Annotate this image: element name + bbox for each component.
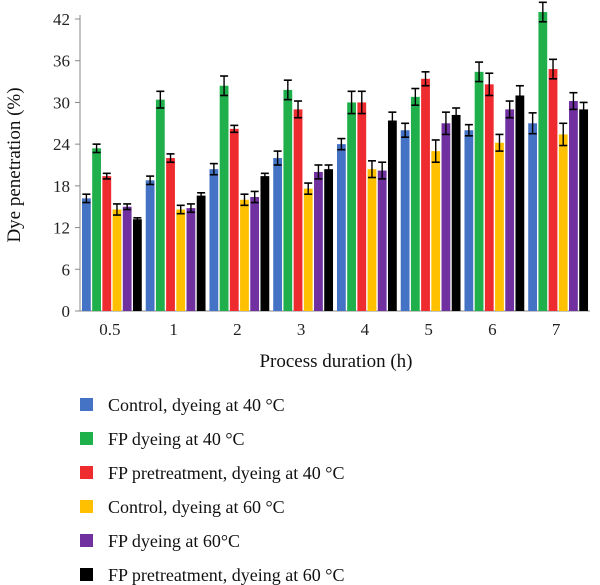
legend-swatch <box>80 466 93 479</box>
bar <box>579 109 589 311</box>
bar <box>132 219 142 311</box>
bar <box>548 69 558 311</box>
bar <box>81 198 91 311</box>
x-axis-title: Process duration (h) <box>259 351 412 372</box>
bar <box>314 171 323 311</box>
legend-swatch <box>80 432 93 445</box>
bar <box>250 196 260 311</box>
x-tick-label: 5 <box>424 320 433 339</box>
bar <box>196 195 206 311</box>
bar <box>558 134 568 311</box>
bar <box>484 84 494 311</box>
bar <box>145 180 155 311</box>
bar <box>421 78 430 312</box>
legend-swatch <box>80 398 93 411</box>
bar <box>400 130 410 311</box>
bar <box>528 123 538 312</box>
bar <box>515 95 525 311</box>
bar <box>367 169 377 311</box>
bar <box>474 71 484 311</box>
bar <box>347 102 356 311</box>
bar <box>155 99 165 312</box>
y-tick-label: 0 <box>62 302 71 321</box>
x-tick-label: 6 <box>488 320 497 339</box>
bar <box>112 209 122 311</box>
bar <box>357 102 367 311</box>
x-tick-label: 4 <box>361 320 370 339</box>
bar <box>240 199 249 311</box>
bar <box>122 206 132 311</box>
y-tick-label: 30 <box>53 93 70 112</box>
y-tick-label: 24 <box>53 135 71 154</box>
bar <box>303 188 313 311</box>
y-tick-label: 18 <box>53 177 70 196</box>
bar <box>505 109 515 311</box>
bar <box>219 85 229 311</box>
bar <box>283 89 293 312</box>
bar <box>273 158 283 311</box>
bar <box>451 114 461 311</box>
bar <box>569 101 578 312</box>
bar <box>538 12 548 312</box>
bar <box>324 169 334 311</box>
y-tick-label: 12 <box>53 219 70 238</box>
bar <box>464 130 474 311</box>
y-tick-label: 42 <box>53 10 70 29</box>
bar <box>410 96 420 311</box>
bar <box>229 128 239 311</box>
y-axis-title: Dye penetration (%) <box>4 87 25 242</box>
legend-label: FP dyeing at 40 °C <box>108 429 245 449</box>
y-tick-label: 6 <box>62 260 71 279</box>
x-tick-label: 2 <box>233 320 242 339</box>
legend-label: FP pretreatment, dyeing at 40 °C <box>108 463 345 483</box>
bar <box>92 148 101 311</box>
bar <box>209 169 219 311</box>
x-tick-label: 3 <box>297 320 306 339</box>
legend-label: Control, dyeing at 40 °C <box>108 395 285 415</box>
bar <box>431 151 441 311</box>
bar <box>102 176 112 311</box>
legend-swatch <box>80 568 93 581</box>
legend-swatch <box>80 500 93 513</box>
x-tick-label: 0.5 <box>99 320 120 339</box>
bar <box>260 176 270 311</box>
bar <box>186 208 196 311</box>
bar <box>293 109 303 311</box>
bar <box>377 170 387 311</box>
bar <box>166 158 175 311</box>
bar <box>495 142 504 311</box>
legend-label: FP dyeing at 60°C <box>108 531 240 551</box>
legend: Control, dyeing at 40 °C FP dyeing at 40 … <box>80 395 345 585</box>
legend-swatch <box>80 534 93 547</box>
x-tick-label: 1 <box>169 320 178 339</box>
bar <box>441 123 451 312</box>
bar <box>387 120 397 311</box>
bar <box>336 144 346 311</box>
x-tick-label: 7 <box>552 320 561 339</box>
y-tick-label: 36 <box>53 52 70 71</box>
legend-label: FP pretreatment, dyeing at 60 °C <box>108 565 345 585</box>
bar <box>176 209 186 311</box>
legend-label: Control, dyeing at 60 °C <box>108 497 285 517</box>
